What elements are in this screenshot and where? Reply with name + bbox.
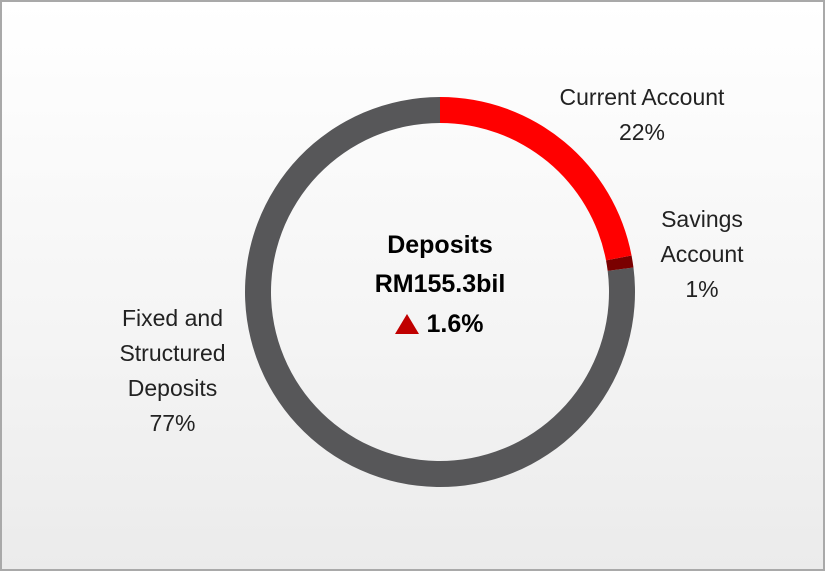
value-label: 22% bbox=[618, 119, 666, 145]
donut-segment bbox=[440, 97, 632, 261]
up-arrow bbox=[395, 314, 419, 334]
category-label: Savings Account bbox=[660, 206, 744, 267]
label-current: Current Account 22% bbox=[512, 80, 772, 150]
center-change: 1.6% bbox=[426, 310, 484, 338]
value-label: 1% bbox=[685, 276, 719, 302]
value-label: 77% bbox=[149, 410, 196, 436]
category-label: Current Account bbox=[559, 84, 725, 110]
center-title: Deposits bbox=[387, 231, 493, 259]
label-fixed: Fixed and Structured Deposits 77% bbox=[95, 301, 250, 441]
center-value: RM155.3bil bbox=[374, 270, 506, 298]
category-label: Fixed and Structured Deposits bbox=[119, 305, 226, 401]
donut-segment bbox=[606, 255, 634, 271]
label-savings: Savings Account 1% bbox=[642, 202, 762, 307]
